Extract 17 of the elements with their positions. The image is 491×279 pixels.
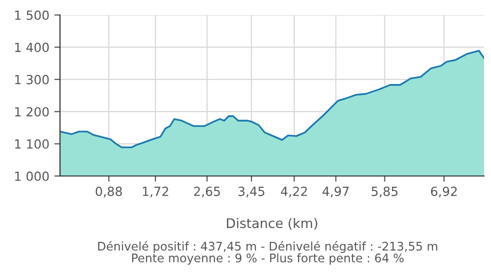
y-tick-label: 1 400 bbox=[15, 42, 49, 52]
y-tick-label: 1 000 bbox=[15, 171, 49, 181]
x-tick-label: 3,45 bbox=[238, 186, 264, 198]
y-tick-label: 1 200 bbox=[15, 107, 49, 117]
x-axis-title: Distance (km) bbox=[226, 218, 318, 230]
x-tick-label: 2,65 bbox=[194, 186, 220, 198]
x-tick-label: 4,97 bbox=[322, 186, 349, 198]
text: Dénivelé positif : 437,45 m - Dénivelé négatif : -213,55 m bbox=[98, 241, 438, 253]
y-tick-label: 1 100 bbox=[15, 139, 49, 149]
x-tick-label: 6,92 bbox=[431, 186, 457, 198]
y-tick-label: 1 300 bbox=[15, 74, 49, 84]
text: Pente moyenne : 9 % - Plus forte pente : 64 % bbox=[132, 253, 404, 265]
x-tick-label: 5,85 bbox=[372, 186, 398, 198]
y-tick-label: 1 500 bbox=[15, 10, 49, 20]
x-tick-label: 1,72 bbox=[142, 186, 168, 198]
x-tick-label: 0,88 bbox=[96, 186, 122, 198]
x-tick-label: 4,22 bbox=[280, 186, 307, 198]
